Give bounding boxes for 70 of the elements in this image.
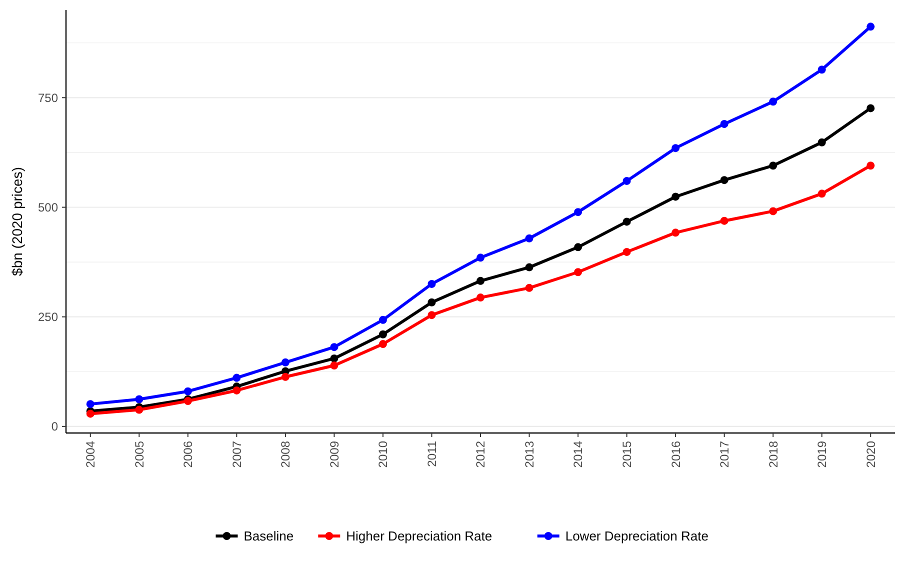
point <box>574 268 582 276</box>
point <box>672 228 680 237</box>
x-tick-label: 2020 <box>864 440 878 468</box>
y-tick-label: 250 <box>38 310 58 324</box>
point <box>720 176 728 184</box>
x-tick-label: 2014 <box>571 440 586 468</box>
x-tick-label: 2016 <box>668 440 683 468</box>
x-tick-label: 2007 <box>230 440 244 468</box>
point <box>330 354 338 362</box>
point <box>866 104 875 112</box>
point <box>232 374 241 382</box>
point <box>428 280 436 288</box>
point <box>866 22 875 31</box>
y-axis-title: $bn (2020 prices) <box>9 167 25 276</box>
point <box>330 361 338 370</box>
point <box>525 234 534 242</box>
y-tick-label: 0 <box>51 420 58 434</box>
point <box>476 276 484 285</box>
point <box>672 144 680 152</box>
point <box>476 294 484 302</box>
x-tick-label: 2018 <box>766 440 780 468</box>
x-tick-label: 2012 <box>474 440 488 468</box>
x-tick-label: 2013 <box>522 440 536 468</box>
x-tick-label: 2019 <box>815 440 830 468</box>
x-tick-label: 2009 <box>327 440 342 468</box>
point <box>769 207 778 216</box>
x-tick-label: 2005 <box>132 440 146 468</box>
point <box>378 316 387 324</box>
x-tick-label: 2006 <box>181 440 196 468</box>
point <box>378 340 387 348</box>
y-tick-label: 500 <box>38 200 58 214</box>
point <box>720 120 728 128</box>
x-tick-label: 2008 <box>278 440 293 468</box>
x-tick-label: 2004 <box>84 440 98 468</box>
point <box>378 330 387 338</box>
point <box>86 400 94 408</box>
point <box>769 162 778 170</box>
x-tick-label: 2010 <box>376 440 390 468</box>
point <box>769 98 778 106</box>
point <box>428 311 436 320</box>
point <box>232 386 241 394</box>
point <box>622 248 631 256</box>
y-tick-label: 750 <box>38 90 58 105</box>
point <box>574 243 582 252</box>
legend-label: Higher Depreciation Rate <box>346 528 492 544</box>
point <box>866 162 875 170</box>
point <box>525 284 534 292</box>
point <box>818 66 826 74</box>
point <box>476 254 484 262</box>
point <box>720 216 728 225</box>
point <box>574 208 582 216</box>
point <box>672 192 680 201</box>
point <box>818 138 826 146</box>
x-tick-label: 2017 <box>718 440 732 468</box>
point <box>622 176 631 185</box>
x-tick-label: 2011 <box>424 440 439 467</box>
point <box>818 190 826 198</box>
x-tick-label: 2015 <box>620 440 634 468</box>
legend-label: Baseline <box>244 528 294 544</box>
point <box>622 218 631 226</box>
point <box>281 372 290 381</box>
point <box>428 298 436 306</box>
point <box>330 343 338 352</box>
point <box>281 358 290 366</box>
legend-label: Lower Depreciation Rate <box>565 528 708 544</box>
point <box>525 263 534 272</box>
point <box>184 387 192 396</box>
point <box>135 395 144 404</box>
point <box>86 410 94 418</box>
point <box>135 406 144 414</box>
